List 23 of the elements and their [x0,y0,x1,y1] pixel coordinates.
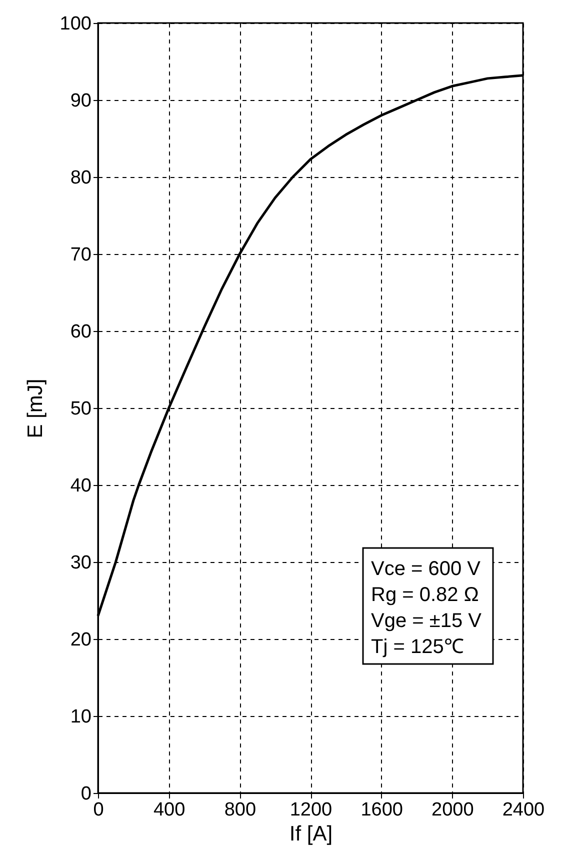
y-tick-label: 0 [80,784,92,804]
y-tick-label: 50 [70,398,92,420]
x-axis-title: If [A] [289,822,333,846]
y-tick-label: 90 [70,90,92,112]
y-tick-label: 70 [70,244,92,266]
x-tick-label: 800 [224,800,256,820]
x-tick-label: 1200 [290,800,332,820]
annotation: Vge = ±15 V [371,610,482,632]
y-tick-label: 40 [70,476,92,496]
y-tick-label: 60 [70,322,92,342]
x-tick-label: 400 [153,800,186,820]
y-tick-label: 10 [70,706,92,728]
annotation: Rg = 0.82 Ω [371,584,479,606]
annotation: Tj = 125℃ [371,636,464,658]
y-tick-label: 20 [70,630,92,650]
x-tick-label: 1600 [360,800,403,820]
y-axis-title: E [mJ] [24,378,47,438]
x-tick-label: 2000 [432,800,474,820]
x-tick-label: 2400 [502,800,545,820]
y-tick-label: 100 [60,14,92,34]
y-tick-label: 30 [70,552,92,574]
y-tick-label: 80 [70,168,92,188]
annotation: Vce = 600 V [371,558,482,580]
